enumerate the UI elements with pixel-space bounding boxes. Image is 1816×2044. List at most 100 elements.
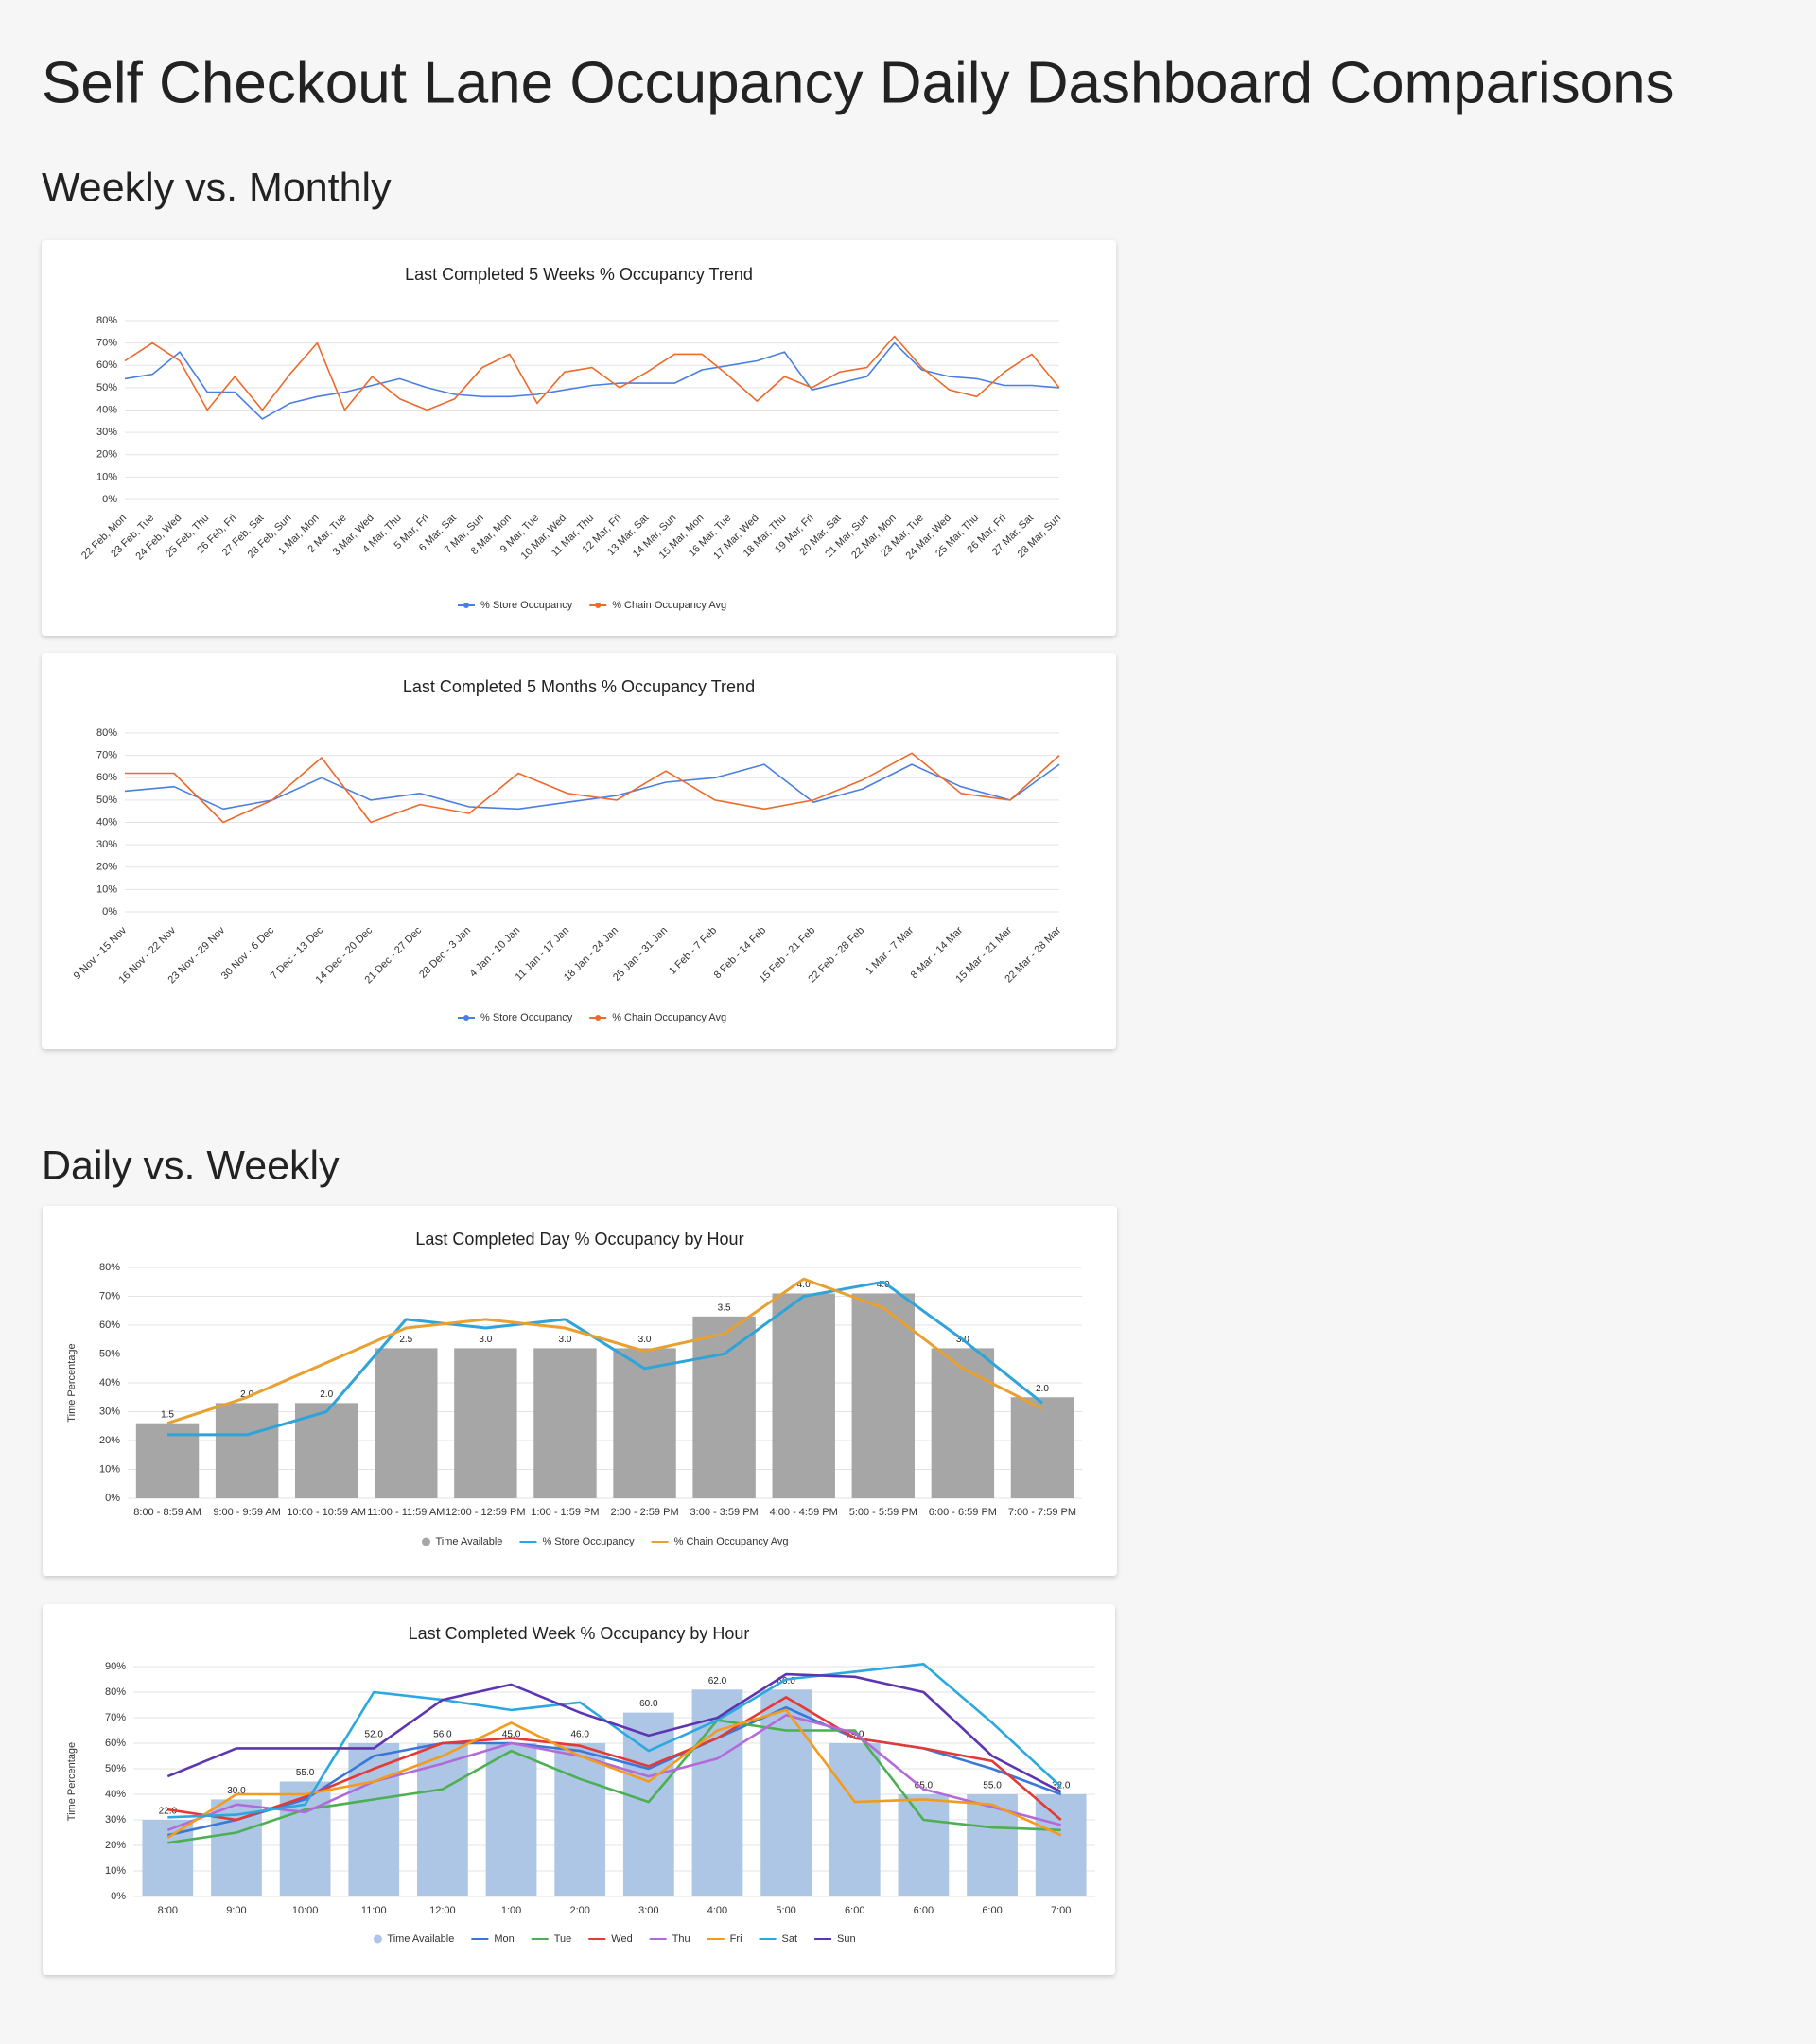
y-tick-label: 20% <box>105 1840 126 1851</box>
legend-label: % Store Occupancy <box>480 1012 573 1023</box>
data-label: 4.0 <box>877 1280 890 1290</box>
data-label: 30.0 <box>227 1786 246 1796</box>
data-label: 55.0 <box>296 1768 315 1778</box>
x-tick-label: 9:00 <box>226 1905 246 1916</box>
bar <box>454 1348 517 1498</box>
x-tick-label: 7:00 - 7:59 PM <box>1008 1507 1076 1518</box>
x-tick-label: 3:00 - 3:59 PM <box>690 1507 759 1518</box>
bar <box>829 1743 881 1896</box>
x-tick-label: 6:00 <box>914 1905 934 1916</box>
legend-label: % Store Occupancy <box>480 600 573 611</box>
legend-label: Time Available <box>436 1536 503 1547</box>
y-tick-label: 10% <box>96 883 117 895</box>
data-label: 46.0 <box>570 1730 589 1740</box>
y-tick-label: 30% <box>96 427 117 438</box>
bar <box>1010 1397 1074 1498</box>
x-tick-label: 10:00 - 10:59 AM <box>287 1507 366 1518</box>
y-tick-label: 20% <box>96 449 117 461</box>
y-tick-label: 70% <box>96 338 117 349</box>
bar <box>533 1348 597 1498</box>
card <box>42 653 1116 1049</box>
chart-title: Last Completed Day % Occupancy by Hour <box>415 1230 743 1249</box>
y-tick-label: 40% <box>96 816 117 828</box>
y-tick-label: 60% <box>96 772 117 783</box>
legend-label: Sat <box>782 1933 798 1945</box>
y-tick-label: 80% <box>96 727 117 739</box>
y-tick-label: 50% <box>96 795 117 806</box>
legend-marker <box>463 1015 469 1021</box>
y-tick-label: 60% <box>96 359 117 371</box>
y-tick-label: 10% <box>105 1865 126 1877</box>
y-tick-label: 80% <box>105 1686 126 1698</box>
y-tick-label: 70% <box>99 1290 120 1302</box>
y-tick-label: 20% <box>96 862 117 873</box>
x-tick-label: 5:00 - 5:59 PM <box>849 1507 917 1518</box>
data-label: 3.0 <box>638 1335 652 1345</box>
y-tick-label: 90% <box>105 1661 126 1672</box>
y-tick-label: 40% <box>105 1789 126 1800</box>
x-tick-label: 6:00 - 6:59 PM <box>929 1507 997 1518</box>
bar <box>1035 1794 1087 1896</box>
data-label: 22.0 <box>159 1807 178 1817</box>
y-tick-label: 50% <box>96 382 117 393</box>
data-label: 2.5 <box>399 1335 412 1345</box>
chart-title: Last Completed Week % Occupancy by Hour <box>409 1624 750 1643</box>
x-tick-label: 11:00 <box>361 1905 387 1916</box>
data-label: 2.0 <box>320 1389 333 1400</box>
x-tick-label: 4:00 - 4:59 PM <box>770 1507 838 1518</box>
line <box>167 1663 1062 1819</box>
y-axis-label: Time Percentage <box>66 1742 78 1821</box>
data-label: 62.0 <box>708 1676 727 1686</box>
y-tick-label: 50% <box>105 1763 126 1774</box>
y-tick-label: 40% <box>99 1377 120 1389</box>
line <box>125 752 1060 824</box>
y-tick-label: 30% <box>105 1814 126 1826</box>
bar <box>417 1743 468 1896</box>
data-label: 2.0 <box>1036 1384 1049 1394</box>
x-tick-label: 7:00 <box>1051 1905 1071 1916</box>
legend-label: Sun <box>837 1933 856 1945</box>
data-label: 3.0 <box>479 1335 492 1345</box>
data-label: 1.5 <box>161 1409 174 1420</box>
y-tick-label: 80% <box>96 315 117 326</box>
bar <box>554 1743 606 1896</box>
y-tick-label: 30% <box>96 839 117 850</box>
data-label: 52.0 <box>365 1730 384 1740</box>
x-tick-label: 4:00 <box>707 1905 727 1916</box>
line <box>167 1280 1043 1437</box>
y-tick-label: 30% <box>99 1406 120 1417</box>
line <box>166 1672 1062 1793</box>
line <box>166 1277 1043 1425</box>
data-label: 65.0 <box>915 1781 934 1791</box>
x-tick-label: 10:00 <box>292 1905 319 1916</box>
legend-label: Wed <box>611 1933 632 1945</box>
data-label: 3.5 <box>718 1302 731 1313</box>
section-heading: Weekly vs. Monthly <box>42 165 392 210</box>
bar <box>215 1403 279 1498</box>
y-tick-label: 80% <box>99 1262 120 1273</box>
legend: % Store Occupancy % Chain Occupancy Avg <box>458 600 726 611</box>
x-tick-label: 12:00 <box>429 1905 456 1916</box>
legend-marker <box>595 1015 602 1021</box>
data-label: 56.0 <box>433 1730 452 1740</box>
y-tick-label: 60% <box>99 1319 120 1331</box>
x-tick-label: 3:00 <box>638 1905 658 1916</box>
x-tick-label: 1:00 - 1:59 PM <box>531 1507 599 1518</box>
y-tick-label: 50% <box>99 1348 120 1359</box>
legend-label: Fri <box>730 1933 742 1945</box>
legend: % Store Occupancy % Chain Occupancy Avg <box>458 1012 726 1023</box>
line <box>124 335 1060 411</box>
chart-title: Last Completed 5 Weeks % Occupancy Trend <box>405 265 753 284</box>
y-tick-label: 20% <box>99 1435 120 1446</box>
y-tick-label: 0% <box>105 1493 120 1504</box>
bar <box>613 1348 676 1498</box>
legend: Time Available Mon Tue Wed Thu Fri Sat Sun <box>373 1933 856 1945</box>
bar <box>692 1316 756 1498</box>
y-axis-label: Time Percentage <box>66 1343 78 1422</box>
bar <box>931 1348 995 1498</box>
x-tick-label: 2:00 <box>569 1905 589 1916</box>
y-tick-label: 40% <box>96 404 117 415</box>
bar <box>898 1794 950 1896</box>
